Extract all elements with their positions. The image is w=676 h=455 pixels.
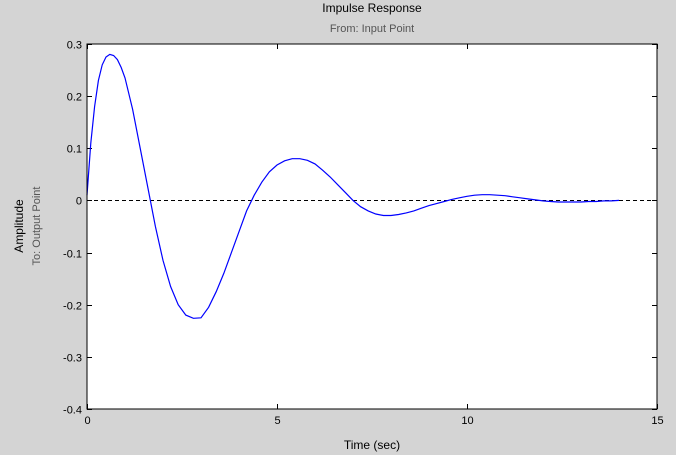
y-tick-label: 0.3 bbox=[67, 40, 82, 52]
y-tick-label: -0.3 bbox=[63, 353, 82, 365]
tick-labels: 0 5 10 15 -0.4 -0.3 -0.2 -0.1 0 0.1 0.2 0.3 bbox=[63, 40, 664, 428]
plot-frame bbox=[86, 43, 658, 410]
impulse-response-line bbox=[86, 53, 620, 319]
x-tick-label: 10 bbox=[461, 415, 473, 427]
x-tick-label: 5 bbox=[274, 415, 280, 427]
x-axis-label: Time (sec) bbox=[344, 438, 400, 452]
plot-area bbox=[87, 44, 657, 409]
chart-subtitle: From: Input Point bbox=[330, 23, 414, 35]
y-tick-label: -0.1 bbox=[63, 249, 82, 261]
x-tick-label: 15 bbox=[651, 415, 663, 427]
x-tick-label: 0 bbox=[84, 415, 90, 427]
y-tick-label: -0.2 bbox=[63, 301, 82, 313]
y-axis-sublabel: To: Output Point bbox=[31, 187, 43, 266]
y-tick-label: 0.2 bbox=[67, 92, 82, 104]
chart-title: Impulse Response bbox=[322, 1, 422, 15]
y-tick-label: 0 bbox=[76, 196, 82, 208]
y-axis-label: Amplitude bbox=[12, 199, 26, 253]
y-tick-label: 0.1 bbox=[67, 144, 82, 156]
y-tick-label: -0.4 bbox=[63, 405, 82, 417]
